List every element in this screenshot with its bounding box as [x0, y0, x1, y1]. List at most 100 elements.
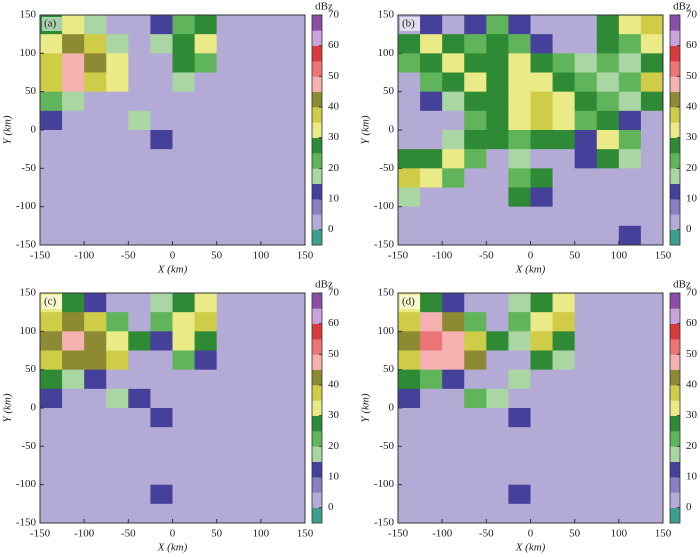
cell [128, 446, 151, 466]
x-tick-label: 0 [170, 250, 176, 262]
cell [150, 312, 173, 332]
colorbar-tick-label: 0 [686, 501, 692, 513]
cell [530, 53, 554, 73]
cell [596, 503, 620, 524]
cell [442, 503, 465, 524]
cell [84, 110, 107, 131]
colorbar-tick-label: 70 [686, 9, 698, 21]
cell [172, 503, 196, 524]
cell [596, 369, 620, 390]
y-tick-label: -50 [21, 162, 36, 174]
colorbar-band [312, 153, 322, 169]
panel-label: (b) [402, 18, 415, 30]
cell [172, 168, 196, 188]
x-tick-label: -50 [479, 250, 494, 262]
cell [596, 130, 620, 150]
cell [216, 446, 240, 466]
cell [282, 53, 306, 73]
cell [420, 312, 443, 332]
cell [216, 331, 240, 351]
colorbar-band [670, 385, 680, 401]
cell [62, 53, 85, 73]
cell [172, 484, 196, 505]
cell [260, 388, 284, 409]
cell [150, 350, 173, 371]
cell [84, 484, 107, 505]
cell [282, 408, 306, 428]
cell [260, 91, 284, 112]
cell [128, 465, 151, 486]
cell [216, 484, 240, 505]
cell [150, 446, 173, 466]
cell [486, 130, 509, 150]
cell [216, 110, 240, 131]
cell [260, 15, 284, 35]
cell [40, 34, 63, 54]
cell [62, 34, 85, 54]
cell [172, 446, 196, 466]
cell [552, 168, 576, 188]
colorbar-band [312, 492, 322, 508]
cell [194, 465, 218, 486]
y-tick-label: 50 [25, 85, 37, 97]
cell [574, 149, 598, 169]
cell [508, 53, 531, 73]
cell [420, 503, 443, 524]
cell [442, 465, 465, 486]
x-tick-label: 150 [655, 250, 672, 262]
cell [508, 484, 531, 505]
cell [216, 427, 240, 447]
cell [640, 130, 664, 150]
cell [62, 503, 85, 524]
cell [194, 206, 218, 227]
panel: -150 -100 -50 0 50 100 150-150-100-50050100150… [360, 279, 698, 554]
cell [150, 168, 173, 188]
colorbar-band [670, 15, 680, 31]
cell [640, 312, 664, 332]
cell [464, 312, 487, 332]
cell [596, 149, 620, 169]
y-tick-label: -100 [374, 478, 395, 490]
cell [596, 331, 620, 351]
cell [216, 206, 240, 227]
cell [172, 465, 196, 486]
cell [398, 110, 421, 131]
cell [216, 130, 240, 150]
cell [150, 110, 173, 131]
cell [618, 427, 642, 447]
cell [106, 34, 129, 54]
cell [398, 484, 421, 505]
cell [84, 427, 107, 447]
colorbar-band [312, 400, 322, 416]
cell [238, 110, 262, 131]
cell [618, 331, 642, 351]
cell [618, 225, 642, 246]
cell [172, 427, 196, 447]
cell [552, 149, 576, 169]
cell [508, 446, 531, 466]
cell [574, 225, 598, 246]
cell [464, 350, 487, 371]
y-tick-label: 0 [389, 402, 395, 414]
colorbar-tick-label: 10 [328, 471, 340, 483]
cell [84, 53, 107, 73]
cell [62, 331, 85, 351]
cell [216, 408, 240, 428]
cell [442, 206, 465, 227]
cell [464, 149, 487, 169]
colorbar-band [312, 45, 322, 62]
cell [172, 149, 196, 169]
cell [552, 484, 576, 505]
cell [574, 503, 598, 524]
colorbar-label: dBz [315, 1, 333, 13]
cell [150, 484, 173, 505]
cell [552, 72, 576, 93]
cell [84, 350, 107, 371]
cell [574, 206, 598, 227]
y-tick-label: -50 [21, 440, 36, 452]
cell [40, 446, 63, 466]
colorbar-tick-label: 50 [686, 70, 698, 82]
cell [486, 149, 509, 169]
panel-label-box [42, 17, 62, 31]
